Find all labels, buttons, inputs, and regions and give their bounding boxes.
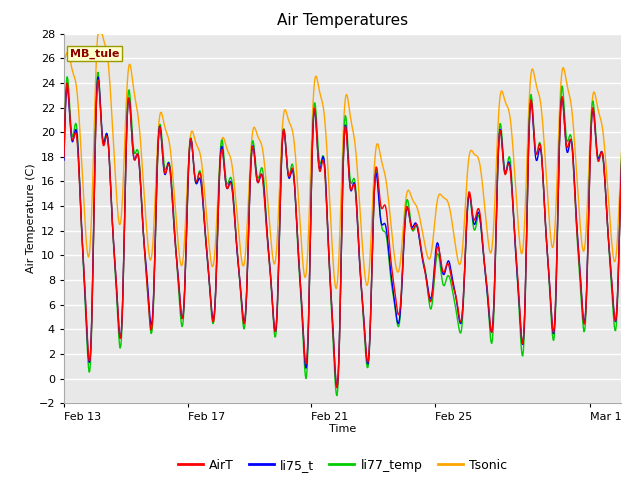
AirT xyxy=(432,256,440,262)
li75_t xyxy=(186,143,194,148)
AirT xyxy=(94,77,102,83)
Tsonic xyxy=(94,31,102,36)
Tsonic xyxy=(267,231,275,237)
Line: li77_temp: li77_temp xyxy=(64,72,640,396)
li75_t xyxy=(432,249,440,255)
li75_t xyxy=(94,74,102,80)
AirT xyxy=(335,358,342,364)
AirT xyxy=(409,227,417,232)
li75_t xyxy=(335,356,342,361)
li75_t xyxy=(409,224,417,229)
li77_temp xyxy=(333,393,340,398)
Legend: AirT, li75_t, li77_temp, Tsonic: AirT, li75_t, li77_temp, Tsonic xyxy=(173,454,512,477)
AirT xyxy=(552,297,559,303)
li75_t xyxy=(267,271,275,276)
li75_t xyxy=(552,300,559,306)
AirT xyxy=(267,272,275,277)
Tsonic xyxy=(552,212,559,218)
li77_temp xyxy=(60,153,68,159)
Tsonic xyxy=(186,139,194,145)
li77_temp xyxy=(409,228,417,234)
AirT xyxy=(186,141,194,146)
Line: AirT: AirT xyxy=(64,80,640,388)
li77_temp xyxy=(94,70,102,75)
li77_temp xyxy=(267,274,275,279)
Title: Air Temperatures: Air Temperatures xyxy=(277,13,408,28)
li77_temp xyxy=(552,306,559,312)
li77_temp xyxy=(335,360,342,366)
Tsonic xyxy=(409,198,417,204)
li77_temp xyxy=(432,262,440,267)
Line: Tsonic: Tsonic xyxy=(64,34,640,288)
li75_t xyxy=(333,384,340,390)
Tsonic xyxy=(60,58,68,63)
Tsonic xyxy=(432,211,440,216)
Line: li75_t: li75_t xyxy=(64,77,640,387)
li75_t xyxy=(60,157,68,163)
Text: MB_tule: MB_tule xyxy=(70,48,119,59)
li77_temp xyxy=(186,140,194,146)
Tsonic xyxy=(335,256,342,262)
AirT xyxy=(60,154,68,160)
AirT xyxy=(333,385,340,391)
X-axis label: Time: Time xyxy=(329,424,356,433)
Tsonic xyxy=(332,286,340,291)
Y-axis label: Air Temperature (C): Air Temperature (C) xyxy=(26,164,36,273)
